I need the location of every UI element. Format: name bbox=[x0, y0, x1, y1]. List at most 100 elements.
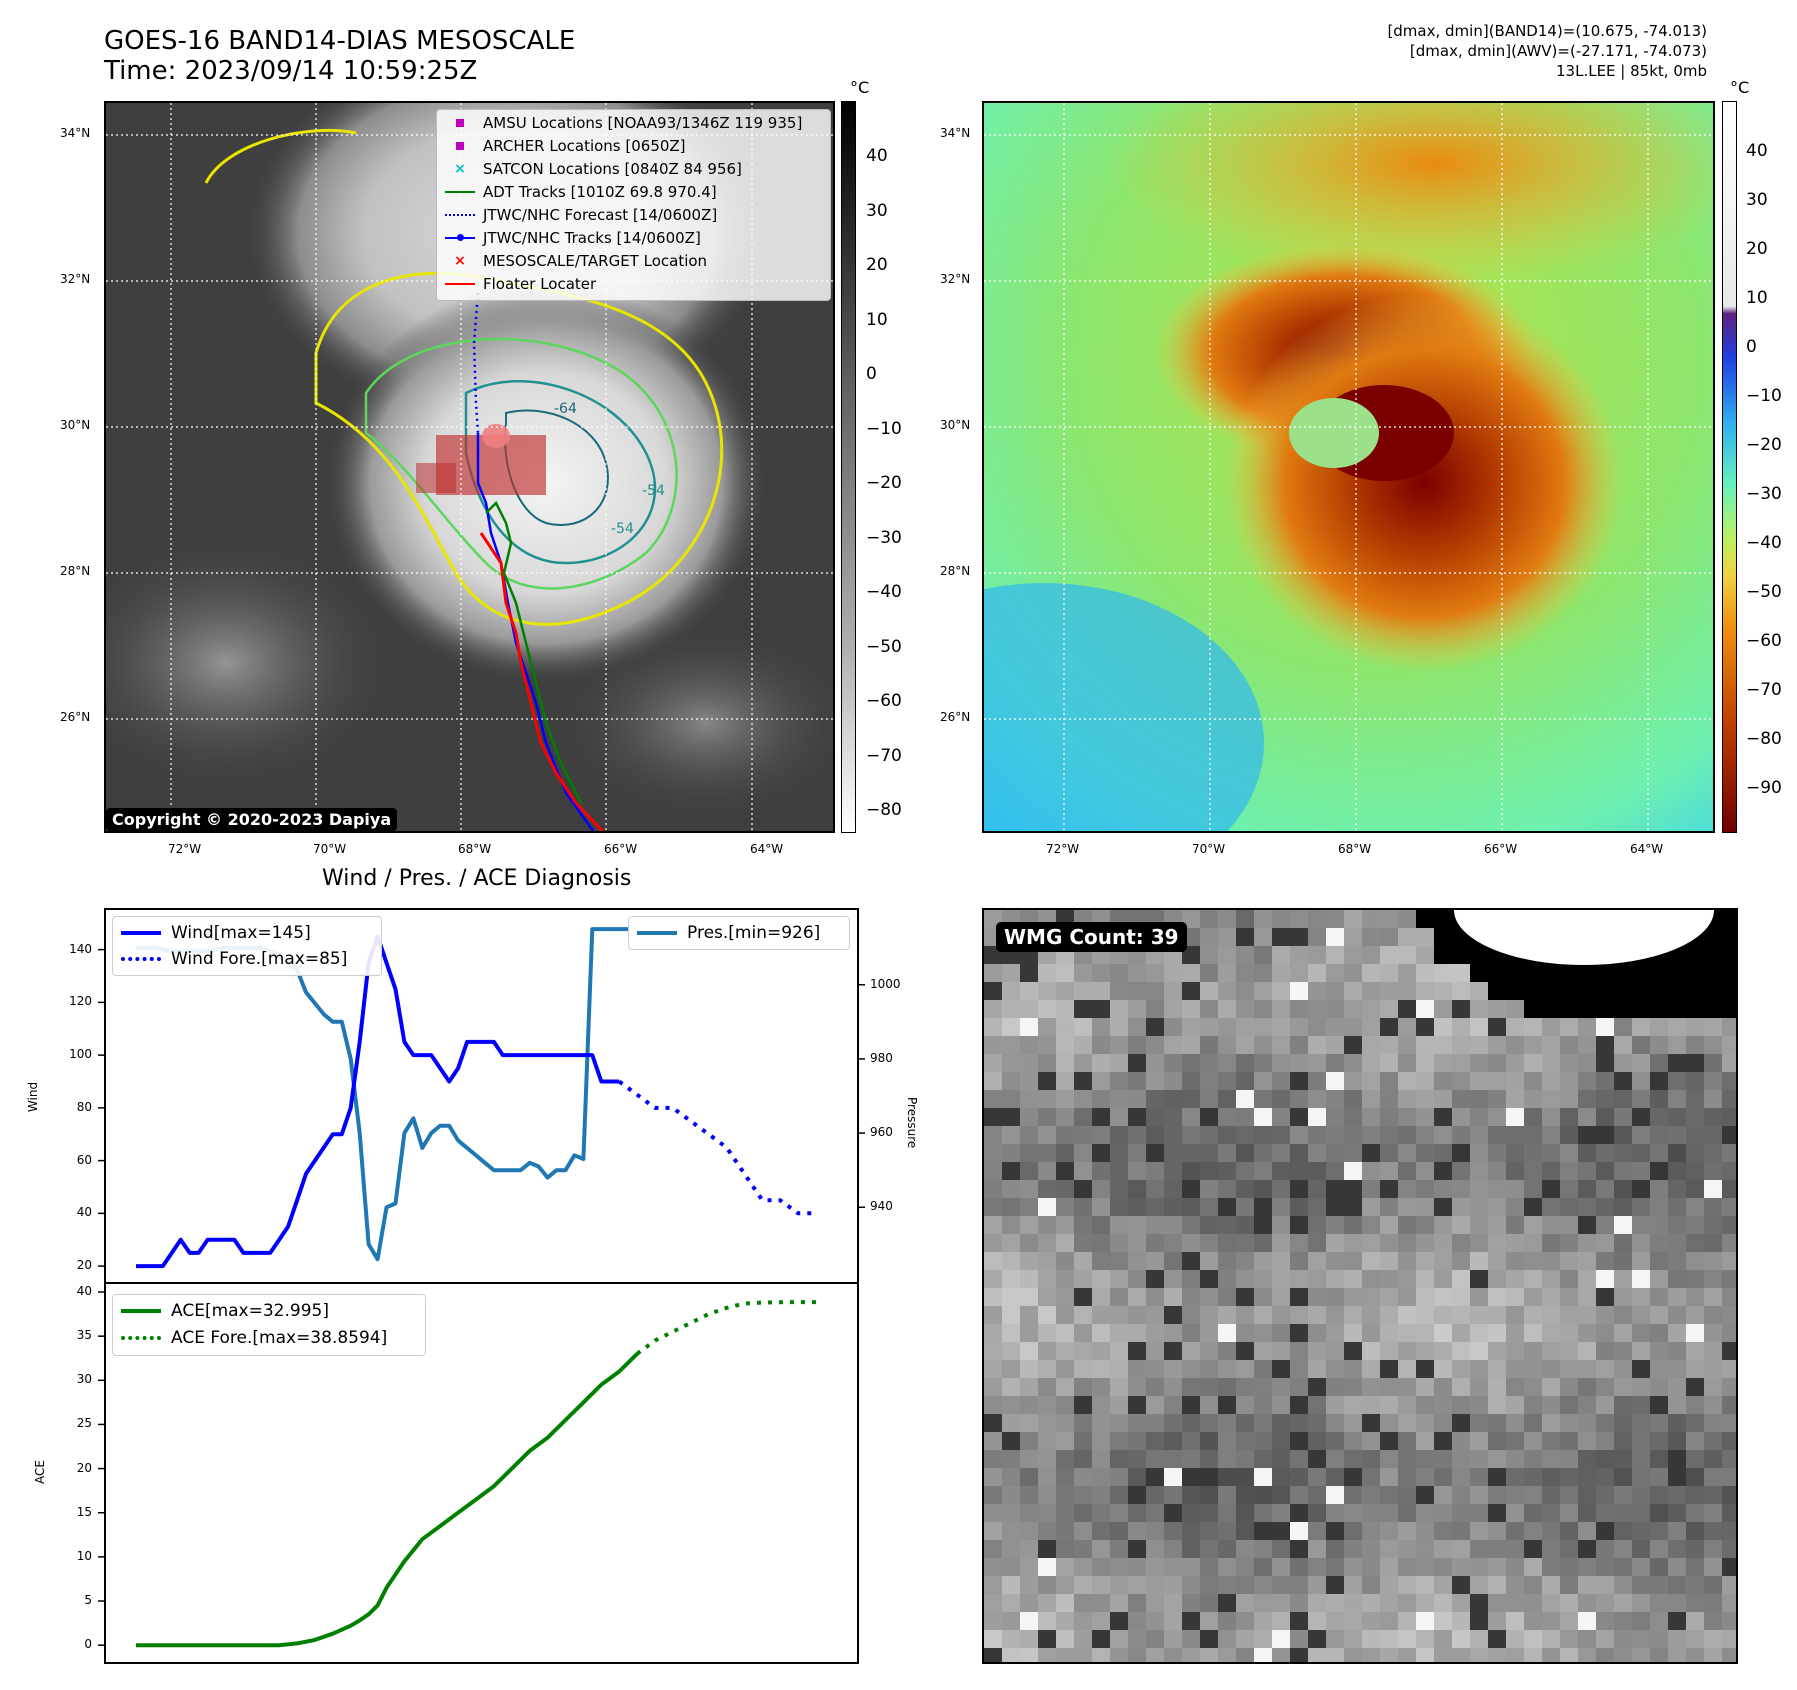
colorbar-left-tick: −50 bbox=[866, 636, 902, 657]
wind-tick-label: 40 bbox=[76, 1205, 92, 1220]
lat-tick: 32°N bbox=[60, 272, 91, 286]
legend-item-forecast: JTWC/NHC Forecast [14/0600Z] bbox=[445, 206, 717, 224]
wind-tick-label: 20 bbox=[76, 1258, 92, 1273]
pressure-legend: Pres.[min=926] bbox=[628, 916, 850, 950]
colorbar-left-tick: −30 bbox=[866, 527, 902, 548]
legend-item-tracks: JTWC/NHC Tracks [14/0600Z] bbox=[445, 229, 701, 247]
pressure-axis-label: Pressure bbox=[905, 1097, 919, 1149]
colorbar-right-tick: 0 bbox=[1746, 337, 1757, 357]
ace-tick-label: 25 bbox=[76, 1416, 92, 1431]
lat-tick: 34°N bbox=[940, 126, 971, 140]
colorbar-right-tick: 10 bbox=[1746, 288, 1768, 308]
header-right-line-3: 13L.LEE | 85kt, 0mb bbox=[1556, 62, 1707, 80]
colorbar-left-tick: 40 bbox=[866, 146, 888, 166]
wind-tick-label: 60 bbox=[76, 1152, 92, 1167]
legend-item-archer: ARCHER Locations [0650Z] bbox=[445, 137, 686, 155]
legend-item-pressure: Pres.[min=926] bbox=[637, 923, 820, 943]
colorbar-left-tick: −10 bbox=[866, 418, 902, 439]
legend-item-amsu: AMSU Locations [NOAA93/1346Z 119 935] bbox=[445, 114, 802, 132]
wind-tick-label: 80 bbox=[76, 1099, 92, 1114]
lon-tick: 72°W bbox=[168, 842, 202, 856]
ace-tick-label: 0 bbox=[84, 1637, 92, 1652]
header-right-line-2: [dmax, dmin](AWV)=(-27.171, -74.073) bbox=[1409, 42, 1707, 60]
solid-line-icon bbox=[121, 1309, 161, 1313]
contour-label-1: -64 bbox=[554, 401, 577, 417]
legend-item-target: × MESOSCALE/TARGET Location bbox=[445, 252, 707, 270]
ace-axis-label: ACE bbox=[32, 1460, 47, 1484]
wmg-count-badge: WMG Count: 39 bbox=[996, 922, 1187, 952]
pressure-tick-label: 980 bbox=[870, 1050, 893, 1065]
colorbar-left-tick: −80 bbox=[866, 800, 902, 820]
map-legend: AMSU Locations [NOAA93/1346Z 119 935] AR… bbox=[436, 109, 831, 301]
header-right-line-1: [dmax, dmin](BAND14)=(10.675, -74.013) bbox=[1387, 22, 1707, 40]
legend-item-ace-forecast: ACE Fore.[max=38.8594] bbox=[121, 1328, 387, 1348]
ace-tick-label: 30 bbox=[76, 1372, 92, 1387]
copyright-label: Copyright © 2020-2023 Dapiya bbox=[106, 808, 398, 831]
awv-map-imagery bbox=[984, 103, 1713, 831]
colorbar-left-tick: −20 bbox=[866, 473, 902, 493]
colorbar-right-tick: −30 bbox=[1746, 484, 1782, 504]
pressure-tick-label: 960 bbox=[870, 1125, 893, 1140]
colorbar-right-unit: °C bbox=[1730, 78, 1750, 97]
awv-color-map bbox=[982, 101, 1715, 833]
x-marker-icon: × bbox=[454, 161, 466, 177]
wind-tick-label: 140 bbox=[69, 941, 92, 956]
colorbar-right-tick: −80 bbox=[1746, 729, 1782, 749]
legend-item-adt: ADT Tracks [1010Z 69.8 970.4] bbox=[445, 183, 717, 201]
wind-legend: Wind[max=145] Wind Fore.[max=85] bbox=[112, 916, 382, 976]
legend-item-satcon: × SATCON Locations [0840Z 84 956] bbox=[445, 160, 742, 178]
colorbar-left-tick: −60 bbox=[866, 691, 902, 711]
lon-tick: 66°W bbox=[604, 842, 638, 856]
colorbar-left-tick: −40 bbox=[866, 582, 902, 602]
colorbar-right-tick: −20 bbox=[1746, 435, 1782, 455]
contour-label-2: -54 bbox=[642, 483, 665, 499]
pressure-tick-label: 940 bbox=[870, 1199, 893, 1214]
legend-item-floater: Floater Locater bbox=[445, 275, 596, 293]
ace-tick-label: 5 bbox=[84, 1593, 92, 1608]
lat-tick: 28°N bbox=[60, 564, 91, 578]
lat-tick: 30°N bbox=[60, 418, 91, 432]
colorbar-right-tick: −60 bbox=[1746, 631, 1782, 651]
lat-tick: 28°N bbox=[940, 564, 971, 578]
lon-tick: 68°W bbox=[1338, 842, 1372, 856]
ace-tick-label: 15 bbox=[76, 1504, 92, 1519]
title-line-1: GOES-16 BAND14-DIAS MESOSCALE bbox=[104, 26, 576, 56]
diagnosis-title: Wind / Pres. / ACE Diagnosis bbox=[322, 866, 632, 891]
title-line-2: Time: 2023/09/14 10:59:25Z bbox=[104, 56, 478, 86]
colorbar-right-tick: 20 bbox=[1746, 239, 1768, 259]
colorbar-left-tick: 30 bbox=[866, 200, 888, 221]
colorbar-right-tick: −10 bbox=[1746, 386, 1782, 406]
pressure-tick-label: 1000 bbox=[870, 976, 901, 991]
wind-tick-label: 100 bbox=[69, 1047, 92, 1062]
ace-tick-label: 20 bbox=[76, 1460, 92, 1475]
colorbar-right bbox=[1722, 101, 1737, 833]
ir-grayscale-map: -64 -54 -54 AMSU Locations [NOAA93/1346Z… bbox=[104, 101, 835, 833]
lon-tick: 64°W bbox=[1630, 842, 1664, 856]
colorbar-left-tick: 10 bbox=[866, 309, 888, 330]
ace-plot bbox=[104, 1282, 859, 1664]
ace-tick-label: 10 bbox=[76, 1548, 92, 1563]
lat-tick: 34°N bbox=[60, 126, 91, 140]
colorbar-right-tick: 30 bbox=[1746, 190, 1768, 210]
square-marker-icon bbox=[445, 139, 475, 153]
dotted-line-icon bbox=[445, 208, 475, 222]
wind-tick-label: 120 bbox=[69, 994, 92, 1009]
legend-item-wind-forecast: Wind Fore.[max=85] bbox=[121, 949, 347, 969]
solid-line-icon bbox=[637, 931, 677, 935]
wmg-pixel-map: WMG Count: 39 bbox=[982, 908, 1738, 1664]
line-dot-icon bbox=[445, 231, 475, 245]
lon-tick: 70°W bbox=[1192, 842, 1226, 856]
ace-tick-label: 35 bbox=[76, 1328, 92, 1343]
legend-item-ace: ACE[max=32.995] bbox=[121, 1301, 329, 1321]
colorbar-right-tick: −70 bbox=[1746, 680, 1782, 700]
colorbar-right-tick: −40 bbox=[1746, 533, 1782, 553]
colorbar-left-unit: °C bbox=[850, 78, 870, 97]
dotted-line-icon bbox=[121, 1336, 161, 1340]
colorbar-right-tick: 40 bbox=[1746, 141, 1768, 161]
line-icon bbox=[445, 277, 475, 291]
contour-label-3: -54 bbox=[611, 521, 634, 537]
lon-tick: 64°W bbox=[750, 842, 784, 856]
wmg-map-imagery bbox=[984, 910, 1736, 1662]
lat-tick: 26°N bbox=[940, 710, 971, 724]
legend-item-wind: Wind[max=145] bbox=[121, 923, 311, 943]
